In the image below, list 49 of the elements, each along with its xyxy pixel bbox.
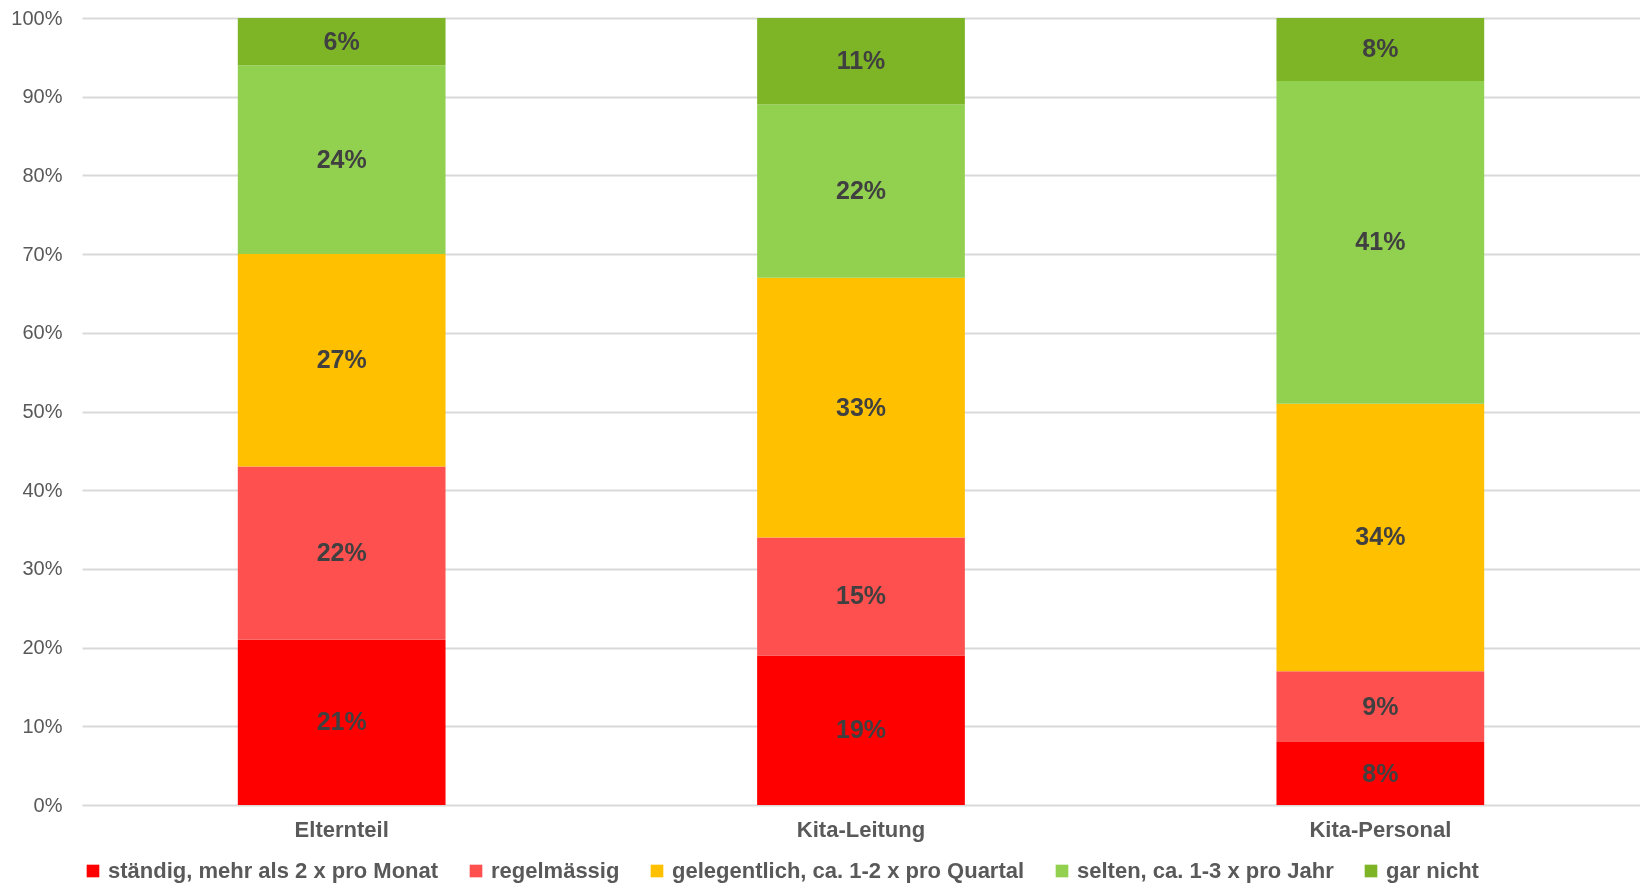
x-tick-label: Kita-Personal — [1309, 816, 1452, 842]
bar — [237, 466, 446, 640]
bar — [757, 18, 965, 105]
y-tick-label: 0% — [33, 793, 63, 816]
bar — [237, 639, 446, 805]
data-label: 34% — [1355, 522, 1406, 551]
legend-label: ständig, mehr als 2 x pro Monat — [108, 858, 439, 883]
data-label: 8% — [1362, 758, 1399, 787]
bar — [237, 18, 446, 66]
y-tick-label: 70% — [22, 242, 63, 265]
bar — [757, 655, 965, 805]
y-tick-label: 80% — [22, 163, 63, 186]
y-tick-label: 10% — [22, 714, 63, 737]
bar — [237, 254, 446, 467]
data-label: 22% — [835, 176, 887, 205]
y-tick-label: 90% — [22, 85, 63, 108]
data-label: 8% — [1362, 34, 1399, 63]
data-label: 33% — [835, 392, 887, 421]
data-label: 9% — [1362, 691, 1399, 720]
data-label: 15% — [835, 581, 887, 610]
bar — [1276, 18, 1485, 81]
bar — [757, 277, 965, 538]
legend-label: gar nicht — [1386, 858, 1480, 883]
bar — [1276, 742, 1485, 805]
data-label: 21% — [316, 707, 367, 736]
x-tick-label: Kita-Leitung — [796, 816, 926, 842]
legend-label: regelmässig — [491, 858, 620, 883]
data-label: 41% — [1355, 227, 1406, 256]
legend-label: selten, ca. 1-3 x pro Jahr — [1077, 858, 1335, 883]
bar — [1276, 671, 1485, 743]
bar — [757, 537, 965, 656]
data-label: 19% — [835, 715, 887, 744]
bar — [1276, 80, 1485, 404]
y-tick-label: 30% — [22, 557, 63, 580]
x-tick-label: Elternteil — [294, 816, 389, 842]
data-label: 22% — [316, 538, 367, 567]
y-tick-label: 40% — [22, 478, 63, 501]
bar — [757, 104, 965, 278]
data-label: 27% — [316, 345, 367, 374]
legend-label: gelegentlich, ca. 1-2 x pro Quartal — [672, 858, 1025, 883]
data-label: 11% — [836, 46, 886, 75]
data-label: 6% — [323, 26, 360, 55]
data-label: 24% — [316, 144, 367, 173]
bar — [1276, 403, 1485, 672]
y-tick-label: 60% — [22, 321, 63, 344]
y-tick-label: 100% — [11, 6, 63, 29]
y-tick-label: 50% — [22, 400, 63, 422]
bar — [237, 65, 446, 255]
y-tick-label: 20% — [22, 636, 63, 659]
